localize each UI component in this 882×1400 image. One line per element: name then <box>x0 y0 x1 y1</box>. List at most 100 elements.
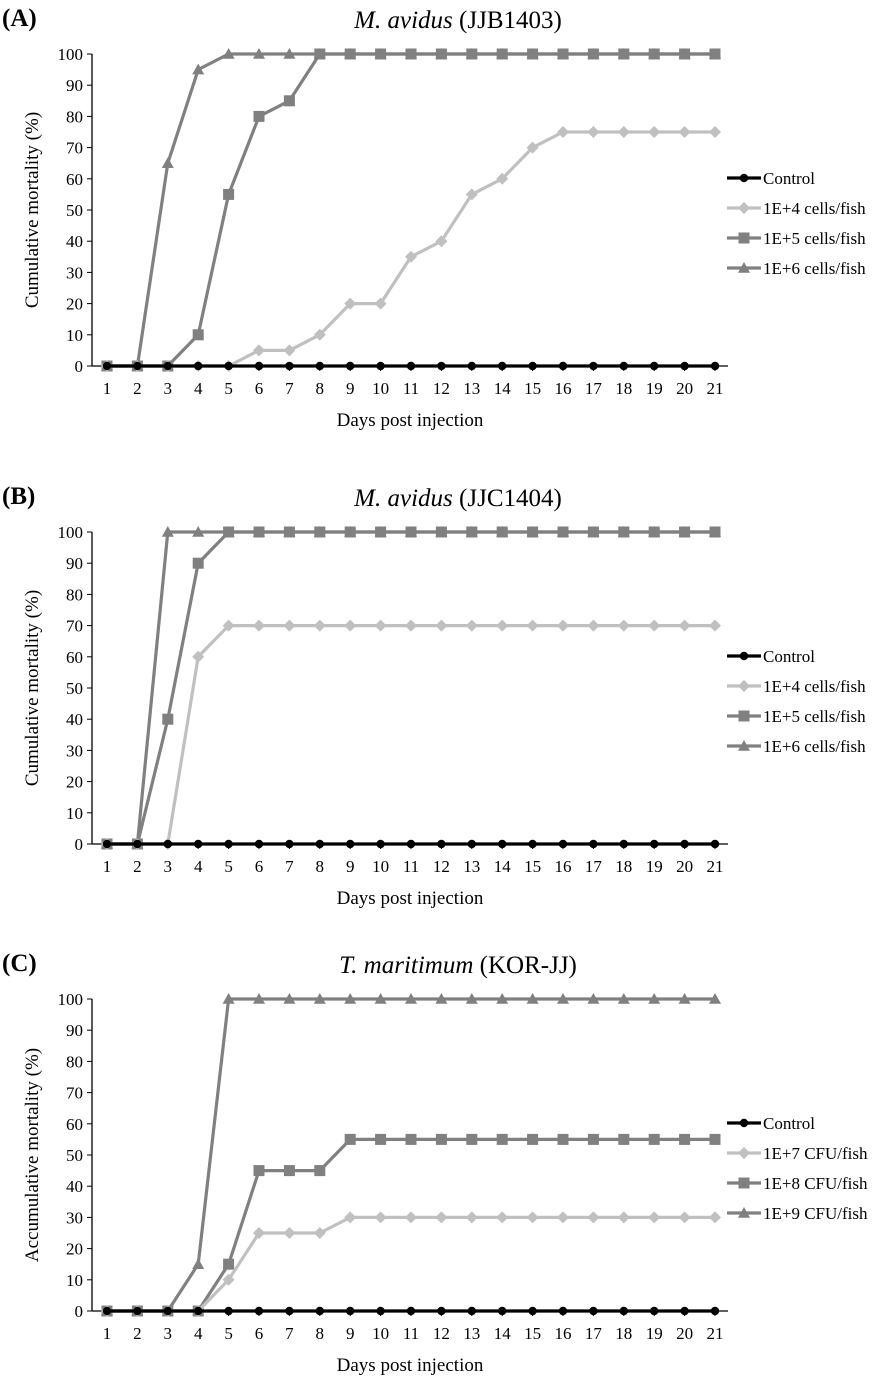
data-point <box>374 993 387 1004</box>
data-point <box>283 526 295 538</box>
data-point <box>192 526 205 537</box>
data-point <box>344 619 357 632</box>
x-tick-label: 6 <box>255 379 264 398</box>
data-point <box>285 361 294 371</box>
data-point <box>374 619 387 632</box>
data-point <box>313 993 326 1004</box>
legend-item: 1E+5 cells/fish <box>727 707 866 726</box>
data-point <box>374 1211 387 1224</box>
data-point <box>253 48 265 59</box>
x-tick-label: 14 <box>494 1324 512 1343</box>
data-point <box>617 993 630 1004</box>
x-tick-label: 2 <box>133 1324 142 1343</box>
x-tick-label: 12 <box>433 1324 450 1343</box>
data-point <box>648 993 661 1004</box>
data-point <box>589 361 598 371</box>
series-1e-6-cells-fish <box>101 48 721 371</box>
data-point <box>406 1306 416 1316</box>
legend-label: Control <box>763 1114 815 1133</box>
data-point <box>405 993 417 1004</box>
series-1e-4-cells-fish <box>101 619 721 850</box>
data-point <box>405 619 417 632</box>
data-point <box>224 361 233 371</box>
data-point <box>161 157 174 168</box>
data-point <box>376 361 385 371</box>
data-point <box>314 48 326 60</box>
data-point <box>285 839 294 849</box>
series-1e-4-cells-fish <box>101 126 721 372</box>
data-point <box>283 48 296 59</box>
data-point <box>222 619 235 632</box>
data-point <box>619 361 628 371</box>
data-point <box>406 839 416 849</box>
x-tick-label: 12 <box>433 857 450 876</box>
data-point <box>466 1133 478 1145</box>
x-tick-label: 14 <box>494 857 512 876</box>
data-point <box>223 188 235 200</box>
y-tick-label: 100 <box>58 523 84 542</box>
legend-item: 1E+6 cells/fish <box>727 259 866 278</box>
x-tick-label: 15 <box>524 1324 541 1343</box>
data-point <box>192 329 204 341</box>
data-point <box>435 993 448 1004</box>
chart-panel-a: (A) M. avidus (JJB1403) 0 10 20 30 40 50 60 70 80 9… <box>0 0 882 455</box>
x-tick-label: 2 <box>133 379 142 398</box>
x-tick-label: 9 <box>346 857 355 876</box>
x-tick-label: 3 <box>164 1324 173 1343</box>
data-point <box>435 1211 448 1224</box>
x-tick-label: 7 <box>285 1324 294 1343</box>
data-point <box>498 361 507 371</box>
data-point <box>376 839 385 849</box>
data-point <box>192 650 205 663</box>
x-tick-label: 10 <box>372 379 389 398</box>
legend-swatch-marker <box>739 651 749 661</box>
y-tick-label: 10 <box>66 326 83 345</box>
x-tick-label: 18 <box>615 857 632 876</box>
data-point <box>405 1133 417 1145</box>
panel-letter: (A) <box>2 5 37 32</box>
y-axis-label: Accumulative mortality (%) <box>22 1048 43 1262</box>
x-tick-label: 14 <box>494 379 512 398</box>
data-point <box>617 1211 630 1224</box>
data-point <box>435 619 448 632</box>
chart-title-species: M. avidus <box>353 485 453 512</box>
x-tick-label: 5 <box>224 857 233 876</box>
data-point <box>587 526 599 538</box>
x-tick-label: 11 <box>403 1324 419 1343</box>
x-axis-label: Days post injection <box>337 1355 484 1376</box>
y-tick-label: 60 <box>66 170 83 189</box>
data-point <box>283 993 296 1004</box>
legend-item: Control <box>727 169 815 188</box>
data-point <box>467 839 476 849</box>
data-point <box>375 1133 387 1145</box>
series-control <box>102 361 720 371</box>
x-tick-label: 20 <box>676 1324 693 1343</box>
y-tick-label: 10 <box>66 804 83 823</box>
data-point <box>283 344 296 357</box>
data-point <box>435 48 447 60</box>
data-point <box>223 526 235 538</box>
y-tick-label: 30 <box>66 263 83 282</box>
data-point <box>557 1133 569 1145</box>
legend-swatch-marker <box>738 740 750 751</box>
data-point <box>162 713 174 725</box>
data-point <box>617 126 630 138</box>
data-point <box>709 48 721 60</box>
data-point <box>678 993 691 1004</box>
data-point <box>678 619 691 632</box>
y-tick-label: 50 <box>66 201 83 220</box>
data-point <box>617 619 630 632</box>
data-point <box>587 1133 599 1145</box>
legend-item: 1E+4 cells/fish <box>727 199 866 218</box>
x-tick-label: 9 <box>346 1324 355 1343</box>
legend-label: 1E+6 cells/fish <box>763 259 866 278</box>
data-point <box>557 993 569 1004</box>
data-point <box>344 526 356 538</box>
legend-label: 1E+4 cells/fish <box>763 677 866 696</box>
data-point <box>283 95 295 107</box>
legend-label: Control <box>763 647 815 666</box>
x-tick-label: 10 <box>372 1324 389 1343</box>
data-point <box>587 619 600 632</box>
x-tick-label: 4 <box>194 857 203 876</box>
data-point <box>405 250 417 263</box>
